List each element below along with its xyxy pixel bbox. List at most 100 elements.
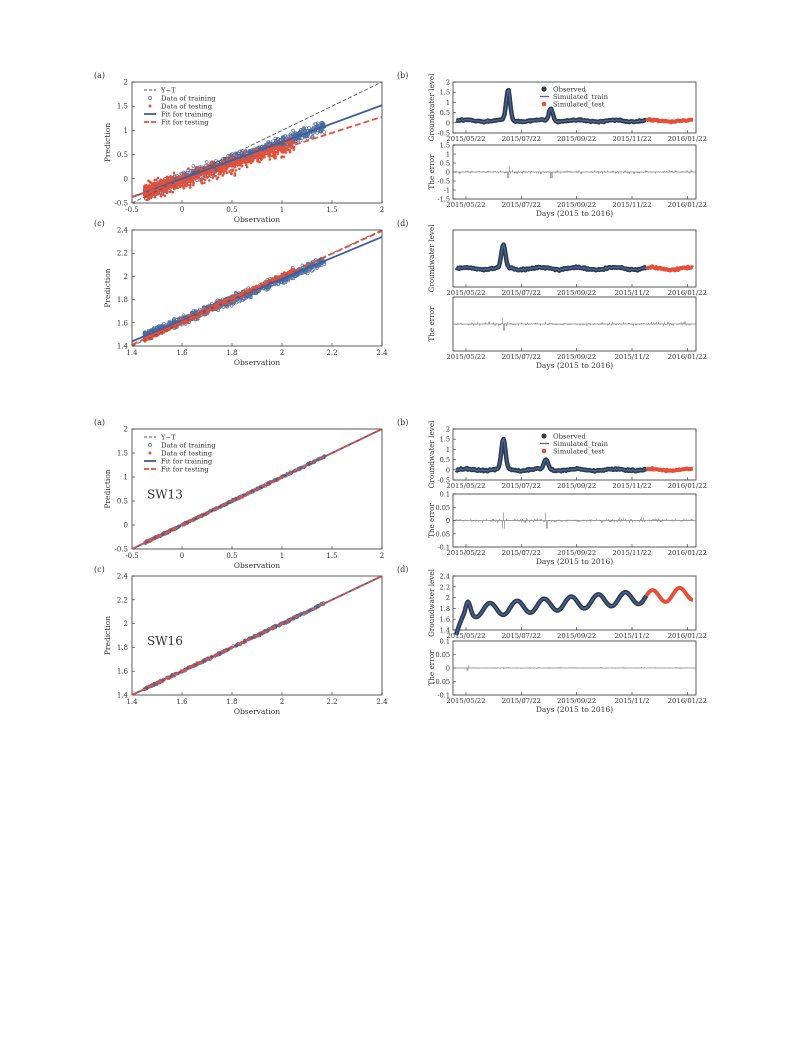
y-tick-label: 2 bbox=[124, 426, 128, 434]
x-tick-label: 2015/11/22 bbox=[612, 135, 651, 143]
observed-series bbox=[454, 242, 649, 273]
y-tick-label: 2 bbox=[124, 79, 128, 87]
testing-point bbox=[195, 168, 198, 172]
plot-frame bbox=[131, 229, 383, 347]
training-point bbox=[293, 273, 297, 278]
simulated-test-series bbox=[645, 466, 694, 474]
x-tick-label: 1 bbox=[280, 552, 284, 560]
testing-point bbox=[267, 148, 271, 151]
testing-point bbox=[147, 179, 150, 183]
error-axis-label: The error bbox=[427, 503, 436, 538]
x-tick-label: 0 bbox=[180, 552, 184, 560]
legend-testing-swatch bbox=[148, 451, 152, 455]
testing-point bbox=[156, 191, 160, 195]
x-tick-label: 2015/11/22 bbox=[612, 482, 651, 490]
fit-testing-line bbox=[132, 230, 382, 346]
x-tick-label: 2016/01/22 bbox=[668, 135, 707, 143]
testing-point bbox=[155, 181, 159, 185]
testing-point bbox=[175, 325, 179, 329]
training-point bbox=[174, 318, 178, 322]
testing-point bbox=[154, 193, 158, 197]
testing-point bbox=[189, 181, 192, 184]
training-point bbox=[311, 268, 315, 272]
testing-point bbox=[153, 183, 156, 187]
training-point bbox=[172, 318, 177, 323]
testing-point bbox=[211, 176, 215, 180]
y-tick-label: 2 bbox=[124, 620, 128, 628]
plot-frame bbox=[131, 575, 383, 696]
testing-point bbox=[165, 187, 168, 190]
testing-point bbox=[272, 153, 276, 157]
plot-frame bbox=[452, 428, 697, 481]
testing-point bbox=[263, 155, 266, 159]
testing-point bbox=[225, 171, 229, 175]
x-tick-label: 2016/01/22 bbox=[668, 289, 707, 297]
x-tick-label: 1.8 bbox=[226, 698, 237, 706]
simulated-test-series bbox=[644, 264, 695, 273]
testing-point bbox=[238, 167, 241, 171]
training-point bbox=[162, 321, 166, 326]
x-tick-label: 2016/01/22 bbox=[668, 482, 707, 490]
testing-point bbox=[228, 170, 231, 173]
testing-point bbox=[154, 178, 158, 182]
training-point bbox=[146, 329, 151, 333]
testing-point bbox=[165, 190, 168, 193]
y-tick-label: 2 bbox=[124, 273, 128, 281]
x-tick-label: -0.5 bbox=[125, 552, 139, 560]
testing-point bbox=[197, 166, 200, 169]
testing-point bbox=[207, 179, 211, 182]
timeseries-panel: 2015/05/22 2015/05/22 2015/07/22 2015/07/22… bbox=[397, 418, 707, 566]
site-label: SW13 bbox=[147, 488, 183, 502]
testing-point bbox=[292, 146, 296, 149]
err-y-tick-label: -0.1 bbox=[437, 544, 450, 552]
y-tick-label: 1 bbox=[124, 127, 128, 135]
y-tick-label: -0.5 bbox=[115, 546, 129, 554]
training-point bbox=[275, 137, 280, 141]
y-tick-label: 0.5 bbox=[440, 109, 450, 117]
scatter-panel: 1.4 1.6 1.8 2 2.2 2.4 1.4 1.6 1.8 2 2.2 2.4 Predicti… bbox=[94, 219, 388, 367]
testing-point bbox=[249, 161, 253, 165]
x-tick-label: 2016/01/22 bbox=[668, 201, 707, 209]
y-tick-label: 1.5 bbox=[117, 103, 128, 111]
training-point bbox=[302, 126, 307, 131]
testing-point bbox=[189, 183, 192, 187]
testing-point bbox=[180, 184, 184, 188]
legend-observed-swatch bbox=[541, 433, 547, 439]
training-point bbox=[314, 122, 319, 127]
legend-label: Data of testing bbox=[161, 450, 213, 458]
testing-point bbox=[203, 181, 206, 185]
y-axis-label: Prediction bbox=[103, 268, 112, 307]
timeseries-panel: 2015/05/22 2015/05/22 2015/07/22 2015/07/22… bbox=[397, 219, 707, 370]
testing-point bbox=[192, 181, 196, 185]
timeseries-panel: 2015/05/22 2015/05/22 2015/07/22 2015/07/22… bbox=[397, 71, 707, 218]
testing-point bbox=[162, 328, 166, 332]
training-point bbox=[307, 126, 311, 130]
x-tick-label: 2.4 bbox=[376, 698, 388, 706]
testing-point bbox=[268, 153, 272, 156]
training-point bbox=[191, 164, 196, 168]
x-tick-label: 2 bbox=[280, 698, 284, 706]
points bbox=[132, 230, 382, 346]
legend-label: Fit for testing bbox=[161, 466, 209, 474]
testing-point bbox=[149, 195, 153, 198]
x-tick-label: 2015/07/22 bbox=[502, 135, 541, 143]
y-tick-label: 0.5 bbox=[117, 151, 128, 159]
y-tick-label: 1.5 bbox=[440, 436, 450, 444]
y-tick-label: 1.6 bbox=[117, 668, 129, 676]
testing-point bbox=[189, 178, 193, 182]
x-tick-label: 1.6 bbox=[176, 698, 188, 706]
testing-point bbox=[201, 177, 205, 181]
x-tick-label: 0.5 bbox=[226, 206, 237, 214]
testing-point bbox=[282, 155, 286, 159]
testing-point bbox=[280, 150, 284, 154]
testing-point bbox=[284, 151, 288, 154]
testing-point bbox=[253, 152, 257, 156]
testing-point bbox=[240, 161, 243, 164]
legend-label: Data of training bbox=[161, 442, 216, 450]
y-tick-label: 1.4 bbox=[117, 343, 129, 351]
testing-point bbox=[196, 176, 200, 180]
testing-point bbox=[175, 176, 179, 179]
testing-point bbox=[217, 169, 221, 173]
legend-testing-swatch bbox=[148, 104, 152, 108]
testing-point bbox=[178, 185, 182, 189]
